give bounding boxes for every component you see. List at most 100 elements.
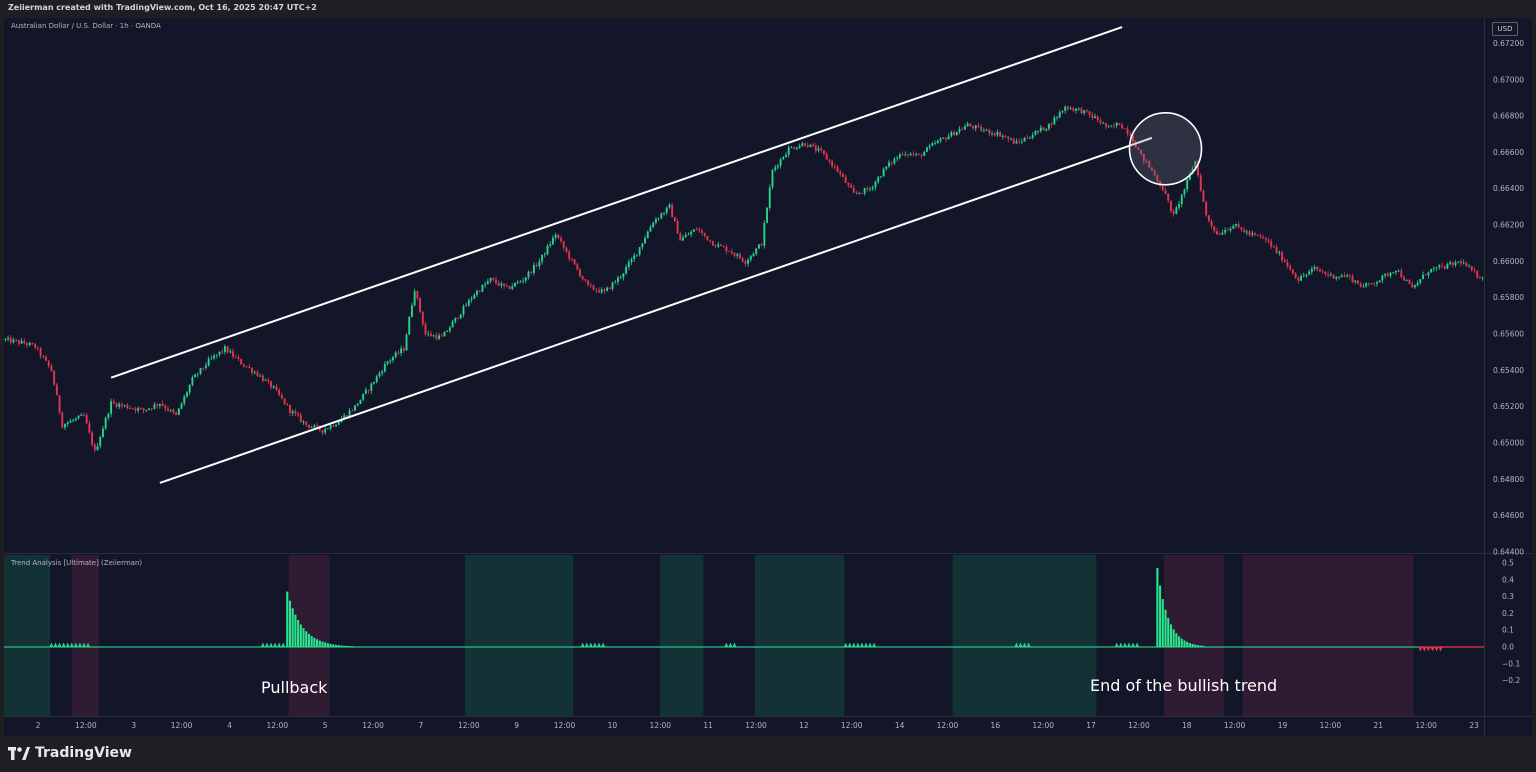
indicator-tick-label: −0.1 bbox=[1502, 659, 1520, 668]
bear-candle bbox=[280, 394, 283, 399]
bull-candle bbox=[554, 234, 557, 238]
bull-candle bbox=[755, 248, 758, 254]
bear-candle bbox=[1216, 231, 1218, 235]
bear-candle bbox=[1256, 234, 1259, 236]
indicator-tick-label: 0.3 bbox=[1502, 592, 1514, 601]
bull-marker-icon bbox=[1130, 642, 1135, 647]
bull-candle bbox=[1462, 262, 1465, 264]
indicator-legend[interactable]: Trend Analysis [Ultimate] (Zeiierman) bbox=[11, 559, 143, 567]
indicator-tick-label: 0.1 bbox=[1502, 626, 1514, 635]
bull-candle bbox=[99, 437, 102, 447]
bear-candle bbox=[907, 154, 909, 156]
bear-candle bbox=[1104, 122, 1107, 127]
bull-candle bbox=[348, 410, 351, 417]
bull-candle bbox=[896, 157, 899, 159]
bull-candle bbox=[1031, 135, 1034, 138]
bull-candle bbox=[486, 281, 489, 285]
bear-candle bbox=[1153, 170, 1156, 176]
histogram-bar bbox=[1188, 643, 1191, 647]
bull-candle bbox=[1010, 138, 1012, 140]
annotation-pullback: Pullback bbox=[261, 678, 328, 697]
bull-candle bbox=[389, 360, 392, 362]
bear-candle bbox=[226, 346, 229, 353]
bull-candle bbox=[974, 125, 977, 129]
price-tick-label: 0.65600 bbox=[1493, 330, 1524, 339]
bull-marker-icon bbox=[588, 642, 593, 647]
bull-candle bbox=[1083, 110, 1086, 114]
bull-candle bbox=[885, 166, 888, 169]
bull-candle bbox=[196, 373, 199, 375]
bear-candle bbox=[1197, 161, 1199, 176]
bear-candle bbox=[242, 364, 245, 367]
bear-candle bbox=[1373, 283, 1376, 285]
time-tick-label: 14 bbox=[895, 721, 905, 730]
bull-candle bbox=[364, 389, 367, 394]
bear-candle bbox=[969, 123, 972, 127]
chart-canvas[interactable]: 0.67200 0.67000 0.66800 0.66600 0.66400 0.662… bbox=[4, 18, 1532, 736]
bear-candle bbox=[833, 166, 836, 168]
bull-candle bbox=[1020, 141, 1023, 143]
bear-candle bbox=[825, 153, 828, 160]
bear-candle bbox=[1348, 275, 1351, 277]
bull-candle bbox=[337, 422, 340, 425]
bear-candle bbox=[1140, 149, 1143, 154]
bear-candle bbox=[245, 366, 248, 368]
bull-candle bbox=[625, 266, 628, 274]
bull-candle bbox=[649, 227, 652, 232]
bull-candle bbox=[443, 331, 446, 337]
histogram-bar bbox=[286, 591, 289, 647]
bull-candle bbox=[955, 131, 958, 136]
bear-candle bbox=[1099, 120, 1102, 123]
bull-candle bbox=[684, 234, 687, 238]
bear-candle bbox=[416, 291, 419, 298]
bull-candle bbox=[80, 414, 83, 416]
bear-candle bbox=[1411, 283, 1414, 288]
bull-candle bbox=[378, 373, 381, 377]
currency-badge[interactable]: USD bbox=[1492, 22, 1518, 36]
bear-candle bbox=[42, 356, 45, 357]
bear-candle bbox=[999, 132, 1002, 137]
histogram-bar bbox=[345, 645, 348, 647]
bull-candle bbox=[877, 177, 880, 182]
price-tick-label: 0.66800 bbox=[1493, 112, 1524, 121]
time-tick-label: 2 bbox=[36, 721, 41, 730]
bull-candle bbox=[213, 355, 216, 359]
bear-candle bbox=[1159, 181, 1162, 186]
bull-candle bbox=[335, 424, 337, 427]
bull-candle bbox=[218, 351, 221, 355]
bear-candle bbox=[804, 143, 806, 146]
bull-candle bbox=[926, 147, 928, 152]
bull-candle bbox=[752, 253, 755, 256]
bull-candle bbox=[451, 321, 454, 328]
time-tick-label: 12:00 bbox=[458, 721, 480, 730]
time-tick-label: 12:00 bbox=[1415, 721, 1437, 730]
channel-lower-line bbox=[159, 136, 1153, 484]
bear-candle bbox=[1476, 271, 1479, 278]
tradingview-logo[interactable]: TradingView bbox=[8, 745, 132, 761]
time-tick-label: 16 bbox=[991, 721, 1001, 730]
symbol-legend[interactable]: Australian Dollar / U.S. Dollar · 1h · O… bbox=[11, 22, 161, 30]
bear-candle bbox=[1169, 200, 1172, 212]
bull-marker-icon bbox=[61, 642, 66, 647]
bull-candle bbox=[1015, 141, 1018, 144]
bear-candle bbox=[1327, 273, 1330, 276]
bull-marker-icon bbox=[65, 642, 70, 647]
bull-candle bbox=[668, 204, 671, 208]
bull-candle bbox=[72, 420, 75, 421]
indicator-tick-label: 0.5 bbox=[1502, 559, 1514, 568]
bull-candle bbox=[939, 138, 942, 141]
bear-marker-icon bbox=[1422, 647, 1427, 652]
bear-candle bbox=[9, 337, 12, 343]
bear-candle bbox=[1202, 190, 1205, 202]
bull-marker-icon bbox=[580, 642, 585, 647]
bull-candle bbox=[692, 229, 695, 232]
time-tick-label: 12:00 bbox=[1032, 721, 1054, 730]
bull-marker-icon bbox=[81, 642, 86, 647]
bear-candle bbox=[714, 245, 717, 247]
histogram-bar bbox=[1196, 645, 1200, 647]
bull-candle bbox=[183, 396, 186, 404]
histogram-bar bbox=[334, 644, 338, 647]
bear-candle bbox=[579, 269, 581, 277]
bear-candle bbox=[1441, 265, 1443, 267]
bull-candle bbox=[489, 277, 492, 282]
